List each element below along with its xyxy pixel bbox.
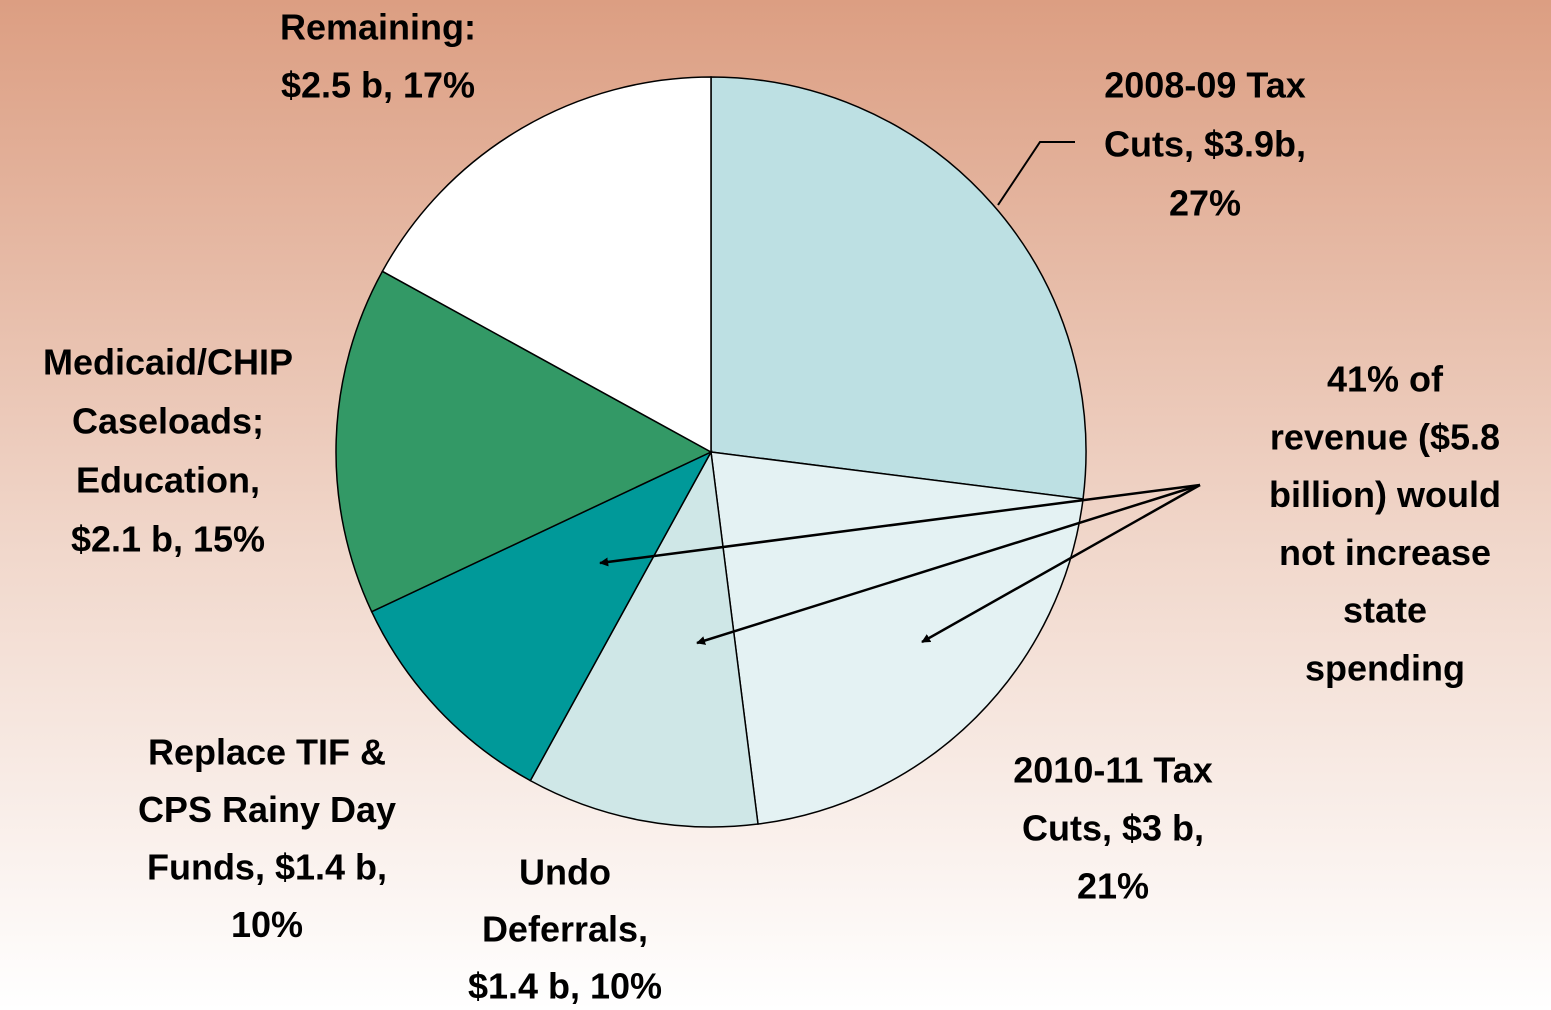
data-label: Deferrals, — [482, 909, 648, 950]
data-label: Replace TIF & — [148, 732, 386, 773]
data-label: Cuts, $3.9b, — [1104, 124, 1306, 165]
annotation: not increase — [1279, 532, 1491, 573]
data-label: 2008-09 Tax — [1104, 65, 1305, 106]
data-label: 27% — [1169, 183, 1241, 224]
arrows — [599, 483, 1201, 645]
pie-slice — [381, 76, 712, 454]
data-label: $2.5 b, 17% — [281, 65, 475, 106]
annotation: spending — [1305, 648, 1465, 689]
arrow — [696, 483, 1201, 645]
data-label: Medicaid/CHIP — [43, 342, 293, 383]
pie-slice — [529, 449, 759, 828]
data-label: Funds, $1.4 b, — [147, 847, 387, 888]
data-label: 21% — [1077, 866, 1149, 907]
annotation: state — [1343, 590, 1427, 631]
data-label: CPS Rainy Day — [138, 789, 396, 830]
arrow — [599, 483, 1201, 567]
data-label: $1.4 b, 10% — [468, 966, 662, 1007]
pie-slice — [335, 270, 713, 613]
data-label: Caseloads; — [72, 401, 264, 442]
leader-line — [997, 141, 1075, 206]
annotation: 41% of — [1327, 359, 1444, 400]
annotation: billion) would — [1269, 474, 1501, 515]
data-label: Education, — [76, 460, 260, 501]
pie — [335, 76, 1087, 828]
annotation: revenue ($5.8 — [1270, 416, 1500, 457]
data-label: 10% — [231, 904, 303, 945]
data-label: Remaining: — [280, 7, 476, 48]
data-label: 2010-11 Tax — [1013, 750, 1213, 791]
data-label: $2.1 b, 15% — [71, 519, 265, 560]
pie-slice — [370, 450, 713, 782]
pie-slice — [710, 76, 1087, 500]
arrow — [921, 483, 1201, 644]
data-label: Cuts, $3 b, — [1022, 808, 1204, 849]
data-label: Undo — [519, 852, 611, 893]
